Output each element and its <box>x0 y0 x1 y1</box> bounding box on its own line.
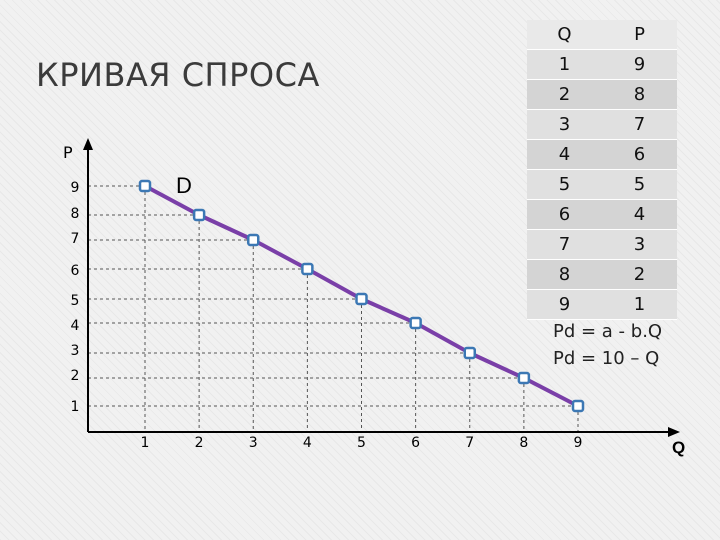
x-tick-labels: 1 2 3 4 5 6 7 8 9 <box>141 435 583 451</box>
data-point <box>409 316 422 330</box>
formula-specific: Pd = 10 – Q <box>553 348 660 369</box>
cell-q: 2 <box>527 79 602 110</box>
data-point <box>463 346 476 360</box>
y-tick-labels: 9 8 7 6 5 4 3 2 1 <box>71 180 80 415</box>
cell-q: 8 <box>527 259 602 290</box>
data-point <box>138 179 152 193</box>
cell-p: 6 <box>602 139 677 170</box>
x-tick-label: 1 <box>141 435 150 451</box>
cell-p: 8 <box>602 79 677 110</box>
y-axis-label: P <box>63 143 73 162</box>
cell-p: 2 <box>602 259 677 290</box>
cell-q: 4 <box>527 139 602 170</box>
demand-series <box>138 179 585 413</box>
cell-q: 9 <box>527 289 602 320</box>
data-point <box>355 292 368 306</box>
x-tick-label: 6 <box>411 435 420 451</box>
x-axis-arrow <box>668 427 680 437</box>
y-tick-label: 4 <box>71 318 80 334</box>
x-tick-label: 8 <box>519 435 528 451</box>
y-tick-label: 9 <box>71 180 80 196</box>
y-tick-label: 7 <box>71 231 80 247</box>
y-tick-label: 1 <box>71 399 80 415</box>
header-q: Q <box>527 20 602 50</box>
slide-title: КРИВАЯ СПРОСА <box>36 56 320 94</box>
data-point <box>247 233 260 247</box>
x-axis-label: Q <box>672 438 685 457</box>
y-tick-label: 2 <box>71 368 80 384</box>
cell-p: 5 <box>602 169 677 200</box>
header-p: P <box>602 20 677 50</box>
x-tick-label: 4 <box>303 435 312 451</box>
data-point <box>192 208 206 222</box>
cell-q: 5 <box>527 169 602 200</box>
x-tick-label: 3 <box>249 435 258 451</box>
cell-p: 3 <box>602 229 677 260</box>
formula-general: Pd = a - b.Q <box>553 321 663 342</box>
cell-p: 7 <box>602 109 677 140</box>
data-point <box>301 262 314 276</box>
guide-lines <box>88 185 579 432</box>
data-point <box>571 399 585 413</box>
x-tick-label: 5 <box>357 435 366 451</box>
data-point <box>517 371 531 385</box>
y-tick-label: 6 <box>71 263 80 279</box>
table-header-row: Q P <box>527 20 677 50</box>
y-tick-label: 5 <box>71 293 80 309</box>
curve-label: D <box>176 173 192 198</box>
cell-p: 4 <box>602 199 677 230</box>
cell-p: 1 <box>602 289 677 320</box>
y-axis-arrow <box>83 138 93 150</box>
cell-p: 9 <box>602 49 677 80</box>
cell-q: 7 <box>527 229 602 260</box>
cell-q: 1 <box>527 49 602 80</box>
cell-q: 6 <box>527 199 602 230</box>
x-tick-label: 2 <box>195 435 204 451</box>
x-tick-label: 7 <box>465 435 474 451</box>
y-tick-label: 8 <box>71 206 80 222</box>
cell-q: 3 <box>527 109 602 140</box>
x-tick-label: 9 <box>574 435 583 451</box>
axes <box>83 138 680 437</box>
y-tick-label: 3 <box>71 343 80 359</box>
